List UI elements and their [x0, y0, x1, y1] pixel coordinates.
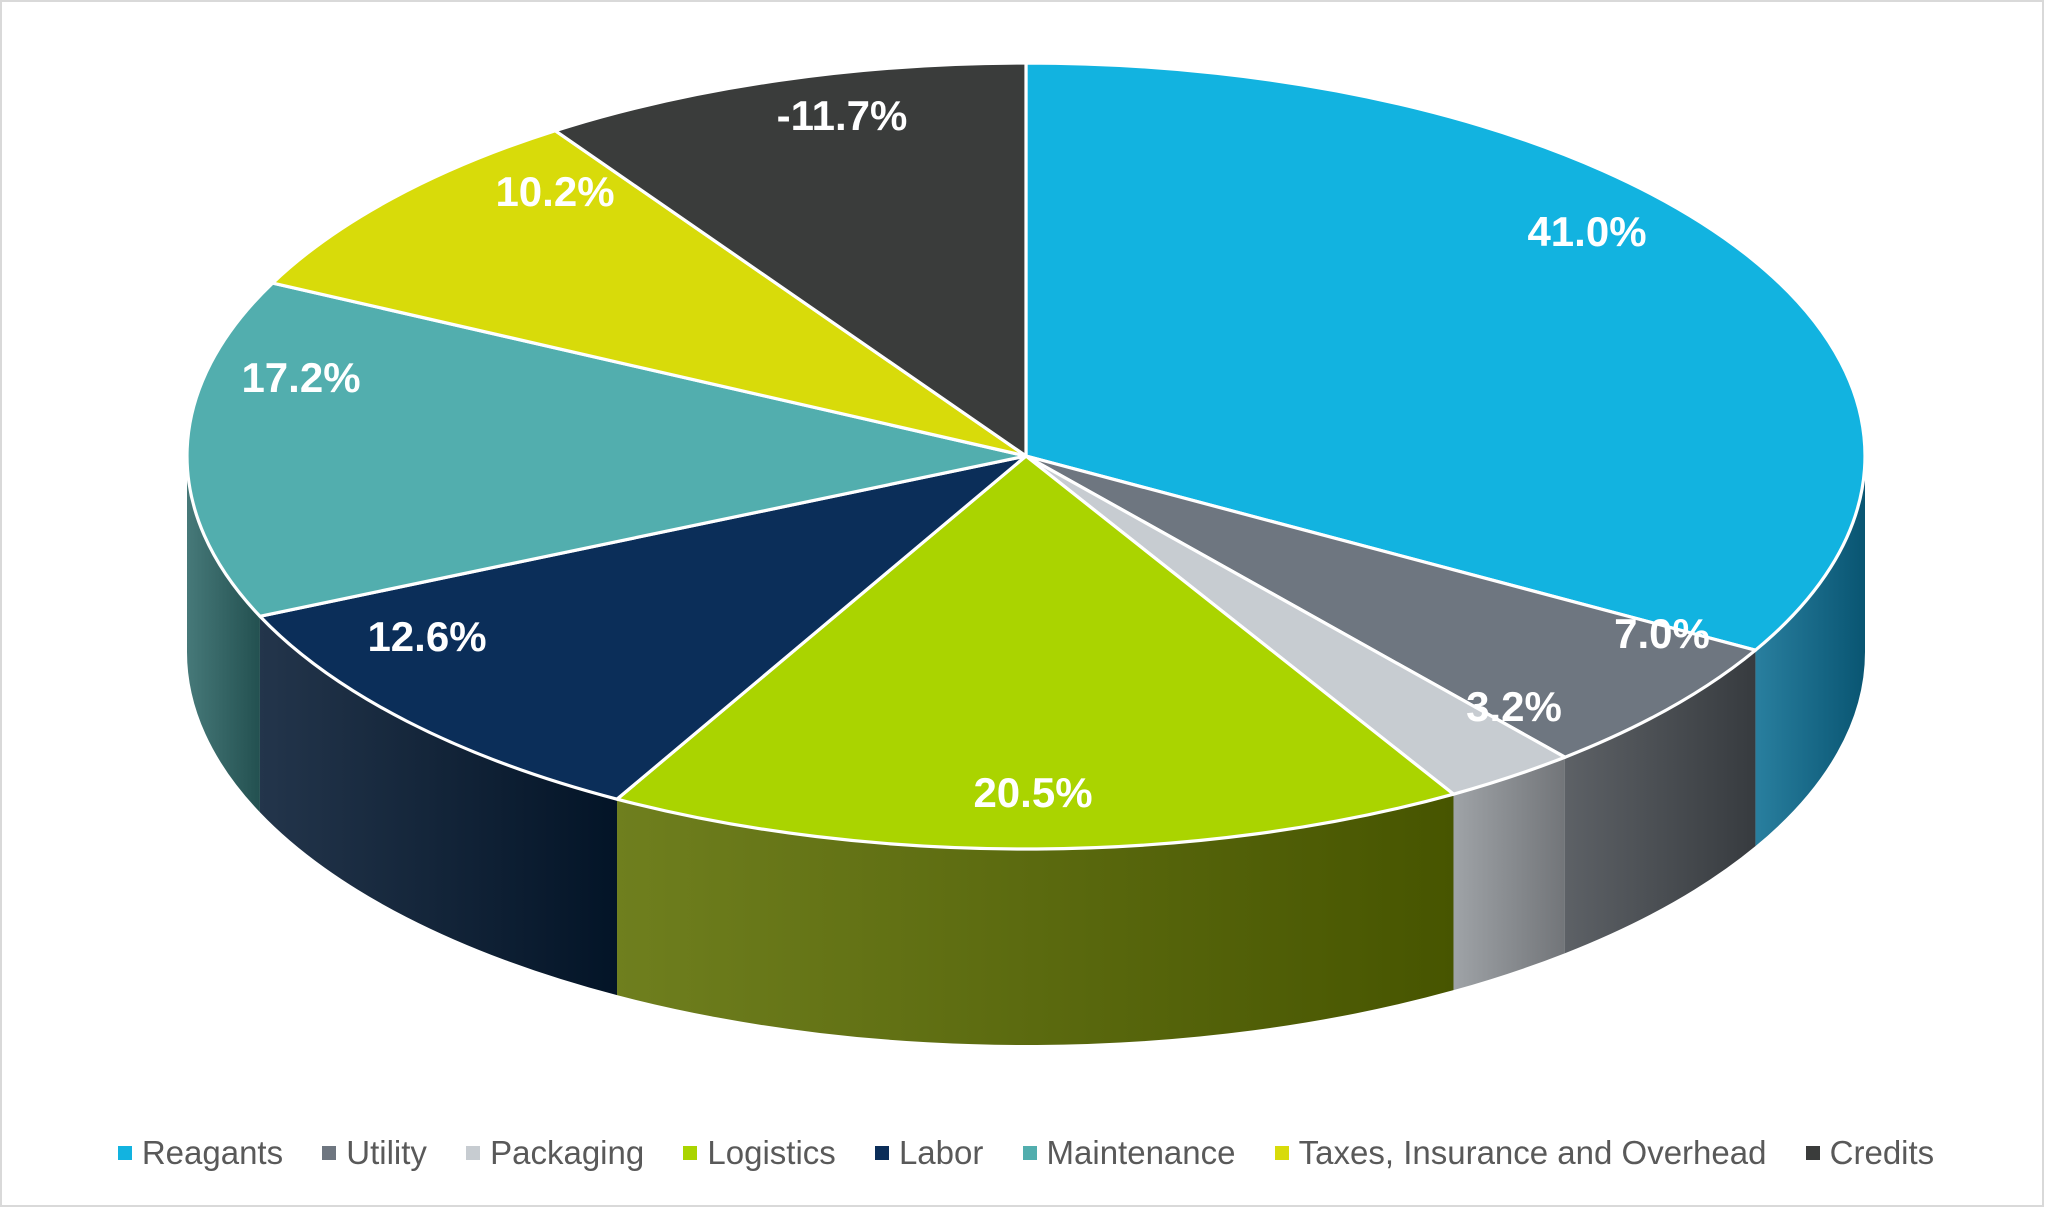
svg-text:12.6%: 12.6%: [367, 613, 486, 660]
svg-text:41.0%: 41.0%: [1527, 208, 1646, 255]
svg-text:10.2%: 10.2%: [495, 168, 614, 215]
svg-text:-11.7%: -11.7%: [777, 92, 908, 139]
svg-text:17.2%: 17.2%: [241, 354, 360, 401]
svg-text:3.2%: 3.2%: [1466, 683, 1562, 730]
svg-text:20.5%: 20.5%: [973, 769, 1092, 816]
svg-text:7.0%: 7.0%: [1614, 610, 1710, 657]
